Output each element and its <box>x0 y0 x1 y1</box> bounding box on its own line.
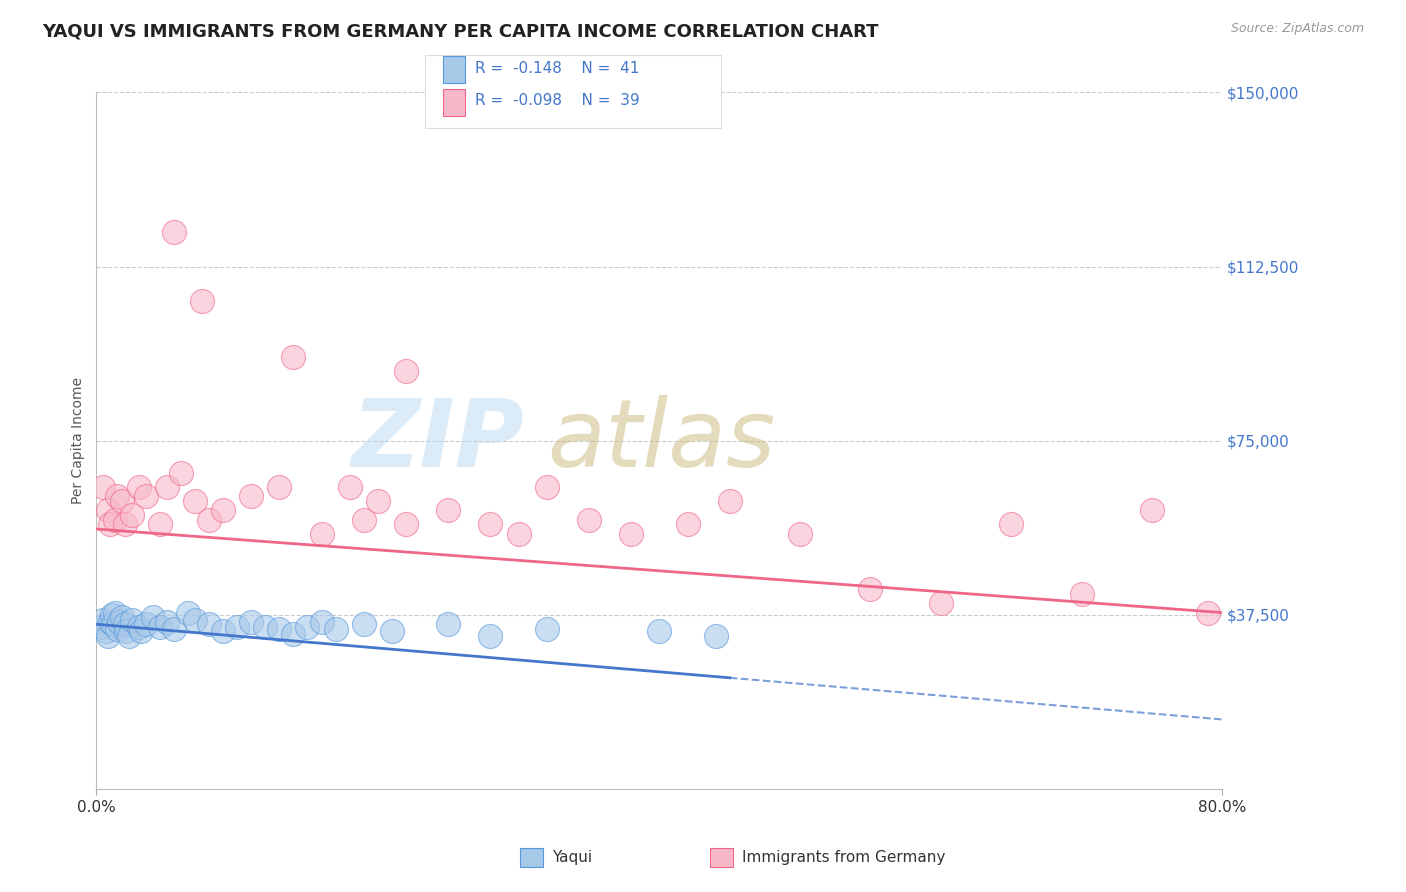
Point <box>226 619 249 633</box>
Point <box>859 582 882 597</box>
Point <box>114 617 136 632</box>
Point <box>108 615 131 629</box>
Point <box>325 622 347 636</box>
Point <box>381 624 404 639</box>
Text: R =  -0.098    N =  39: R = -0.098 N = 39 <box>475 94 640 108</box>
Text: R =  -0.148    N =  41: R = -0.148 N = 41 <box>475 62 640 76</box>
Text: YAQUI VS IMMIGRANTS FROM GERMANY PER CAPITA INCOME CORRELATION CHART: YAQUI VS IMMIGRANTS FROM GERMANY PER CAP… <box>42 22 879 40</box>
Point <box>90 619 112 633</box>
Point <box>283 350 305 364</box>
Text: atlas: atlas <box>547 395 775 486</box>
Point <box>121 613 143 627</box>
Point <box>437 503 460 517</box>
Y-axis label: Per Capita Income: Per Capita Income <box>72 377 86 504</box>
Point <box>676 517 699 532</box>
Point <box>111 610 134 624</box>
Point <box>163 225 186 239</box>
Point <box>104 606 127 620</box>
Point <box>283 626 305 640</box>
Point <box>1140 503 1163 517</box>
Point <box>1197 606 1219 620</box>
Point <box>191 294 214 309</box>
Text: Yaqui: Yaqui <box>553 850 593 864</box>
Point <box>93 480 115 494</box>
Point <box>184 613 207 627</box>
Point <box>135 617 157 632</box>
Point <box>240 615 263 629</box>
Point <box>578 513 600 527</box>
Point <box>648 624 671 639</box>
Point <box>212 503 235 517</box>
Point <box>97 629 120 643</box>
Point <box>121 508 143 522</box>
Point <box>156 615 179 629</box>
Point <box>508 526 530 541</box>
Point <box>437 617 460 632</box>
Point <box>115 624 138 639</box>
Point <box>107 490 129 504</box>
Point <box>240 490 263 504</box>
Point <box>789 526 811 541</box>
Point <box>149 619 172 633</box>
Point <box>339 480 361 494</box>
Point <box>395 364 418 378</box>
Text: Source: ZipAtlas.com: Source: ZipAtlas.com <box>1230 22 1364 36</box>
Text: ZIP: ZIP <box>352 395 524 487</box>
Point <box>479 629 502 643</box>
Point <box>311 526 333 541</box>
Point <box>104 513 127 527</box>
Point <box>135 490 157 504</box>
Point <box>1000 517 1022 532</box>
Text: Immigrants from Germany: Immigrants from Germany <box>742 850 946 864</box>
Point <box>142 610 165 624</box>
Point <box>1070 587 1092 601</box>
Point <box>353 617 375 632</box>
Point <box>704 629 727 643</box>
Point <box>100 517 122 532</box>
Point <box>111 494 134 508</box>
Point <box>128 619 150 633</box>
Point <box>128 480 150 494</box>
Point <box>254 619 277 633</box>
Point <box>198 513 221 527</box>
Point <box>93 613 115 627</box>
Point <box>929 596 952 610</box>
Point <box>131 624 153 639</box>
Point <box>353 513 375 527</box>
Point <box>311 615 333 629</box>
Point <box>297 619 319 633</box>
Point <box>107 622 129 636</box>
Point <box>103 617 125 632</box>
Point <box>269 480 291 494</box>
Point <box>156 480 179 494</box>
Point <box>170 467 193 481</box>
Point <box>367 494 389 508</box>
Point <box>100 615 122 629</box>
Point <box>620 526 643 541</box>
Point <box>536 622 558 636</box>
Point <box>163 622 186 636</box>
Point <box>184 494 207 508</box>
Point <box>97 503 120 517</box>
Point <box>177 606 200 620</box>
Point <box>114 517 136 532</box>
Point <box>198 617 221 632</box>
Point <box>718 494 741 508</box>
Point <box>269 622 291 636</box>
Point <box>96 624 118 639</box>
Point <box>479 517 502 532</box>
Point <box>212 624 235 639</box>
Point <box>101 607 124 622</box>
Point <box>395 517 418 532</box>
Point <box>536 480 558 494</box>
Point <box>118 629 141 643</box>
Point <box>149 517 172 532</box>
